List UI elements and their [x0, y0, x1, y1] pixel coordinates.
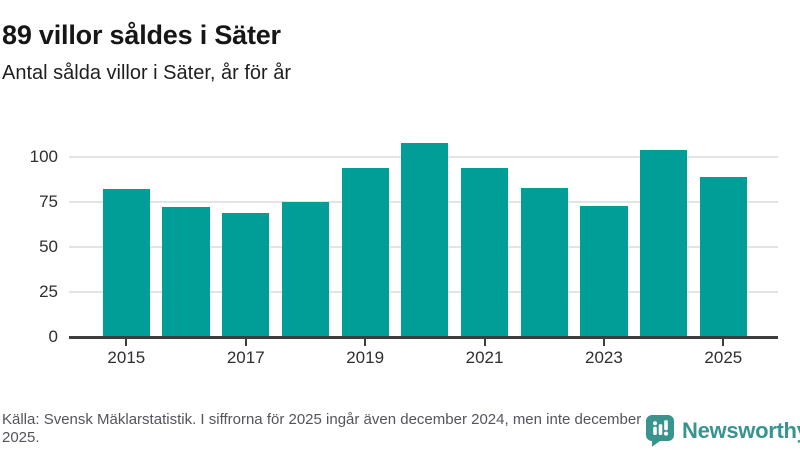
x-axis-tick-2017 [244, 339, 247, 346]
bar-2023 [580, 205, 628, 337]
bar-2017 [222, 212, 270, 337]
bar-2020 [401, 142, 449, 337]
x-axis-label-2019: 2019 [346, 348, 385, 367]
x-axis-label-2015: 2015 [107, 348, 146, 367]
x-axis-tick-2023 [602, 339, 605, 346]
bar-2015 [102, 189, 150, 337]
source-note: Källa: Svensk Mäklarstatistik. I siffror… [2, 411, 642, 446]
x-axis-tick-2019 [364, 339, 367, 346]
x-axis-line [69, 336, 778, 339]
x-axis-label-2021: 2021 [465, 348, 504, 367]
newsworthy-logo-icon [646, 415, 675, 447]
x-axis-label-2025: 2025 [704, 348, 743, 367]
y-axis-label-25: 25 [39, 282, 58, 301]
y-axis-label-0: 0 [48, 327, 58, 346]
y-axis-label-75: 75 [39, 192, 58, 211]
bar-2021 [460, 167, 509, 337]
newsworthy-logo: Newsworthy [646, 415, 800, 447]
bar-2016 [162, 207, 210, 337]
bar-2024 [640, 149, 688, 337]
x-axis-tick-2021 [483, 339, 486, 346]
newsworthy-wordmark: Newsworthy [682, 418, 800, 443]
x-axis-tick-2025 [722, 339, 725, 346]
bar-2019 [341, 167, 389, 337]
page-title: 89 villor såldes i Säter [2, 20, 281, 51]
y-axis-label-50: 50 [39, 237, 58, 256]
x-axis-tick-2015 [125, 339, 128, 346]
chart-subtitle: Antal sålda villor i Säter, år för år [2, 62, 292, 84]
y-axis-label-100: 100 [29, 147, 58, 166]
bar-2018 [281, 202, 330, 337]
bar-2025 [699, 176, 747, 337]
x-axis-label-2023: 2023 [585, 348, 623, 367]
bar-2022 [520, 187, 568, 337]
x-axis-label-2017: 2017 [226, 348, 265, 367]
